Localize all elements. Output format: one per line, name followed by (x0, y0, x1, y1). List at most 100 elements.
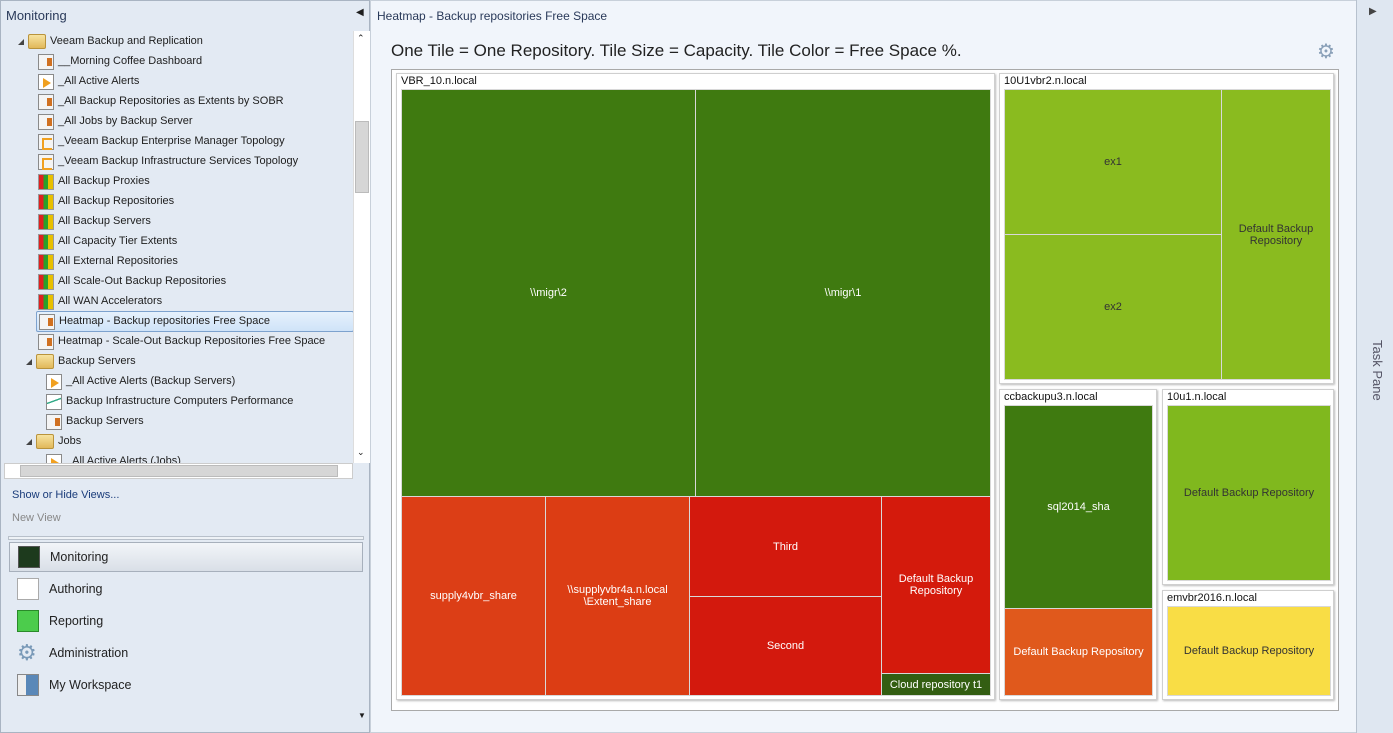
expand-icon[interactable] (26, 358, 32, 365)
expand-icon[interactable] (26, 438, 32, 445)
nav-my-workspace[interactable]: My Workspace (9, 670, 363, 700)
tree-label: _All Backup Repositories as Extents by S… (58, 95, 284, 107)
tree-item[interactable]: Heatmap - Scale-Out Backup Repositories … (38, 332, 325, 351)
dashboard-icon (39, 313, 55, 330)
scroll-thumb[interactable] (355, 121, 369, 193)
tree-item[interactable]: All Backup Proxies (38, 172, 150, 191)
show-hide-views-link[interactable]: Show or Hide Views... (12, 489, 120, 501)
tree-label: Backup Servers (58, 355, 136, 367)
heatmap-tile[interactable]: Second (689, 596, 882, 696)
expand-icon[interactable] (18, 38, 24, 45)
nav-authoring[interactable]: Authoring (9, 574, 363, 604)
expand-task-pane-icon[interactable]: ▶ (1369, 6, 1377, 17)
tree-item[interactable]: _Veeam Backup Infrastructure Services To… (38, 152, 298, 171)
topology-icon (38, 133, 54, 150)
horizontal-scrollbar[interactable] (4, 463, 353, 479)
group-label: 10U1vbr2.n.local (1004, 75, 1087, 87)
dashboard-icon (38, 93, 54, 110)
tree-item[interactable]: All Scale-Out Backup Repositories (38, 272, 226, 291)
tree-label: _All Active Alerts (58, 75, 140, 87)
state-view-icon (38, 293, 54, 310)
tree-folder[interactable]: Backup Servers (26, 352, 136, 371)
heatmap-group: 10u1.n.local Default Backup Repository (1162, 389, 1334, 585)
heatmap-tile[interactable]: \\supplyvbr4a.n.local \Extent_share (545, 496, 690, 696)
tree-item[interactable]: All External Repositories (38, 252, 178, 271)
tree-item[interactable]: _All Active Alerts (Jobs) (46, 452, 181, 463)
tree-item[interactable]: _All Active Alerts (Backup Servers) (46, 372, 235, 391)
tree-item[interactable]: _All Active Alerts (38, 72, 139, 91)
tree-item-selected[interactable]: Heatmap - Backup repositories Free Space (36, 311, 354, 332)
group-label: 10u1.n.local (1167, 391, 1227, 403)
heatmap-tile[interactable]: Default Backup Repository (1004, 608, 1153, 696)
tree-item[interactable]: All Backup Repositories (38, 192, 174, 211)
tree-label: _All Jobs by Backup Server (58, 115, 193, 127)
scroll-up-icon[interactable]: ⌃ (357, 33, 365, 43)
heatmap-tile[interactable]: ex1 (1004, 89, 1222, 235)
task-pane[interactable]: ▶ Task Pane (1356, 0, 1393, 733)
task-pane-label: Task Pane (1370, 340, 1385, 401)
monitor-icon (18, 546, 40, 568)
tree-folder[interactable]: Veeam Backup and Replication (18, 32, 203, 51)
nav-label: Authoring (49, 582, 103, 596)
heatmap-tile[interactable]: \\migr\2 (401, 89, 696, 497)
folder-icon (36, 354, 54, 369)
heatmap-tile[interactable]: Third (689, 496, 882, 597)
tree-label: _Veeam Backup Enterprise Manager Topolog… (58, 135, 285, 147)
splitter[interactable] (8, 536, 364, 540)
heatmap-tile[interactable]: Default Backup Repository (1167, 405, 1331, 581)
main-view: Heatmap - Backup repositories Free Space… (370, 0, 1357, 733)
view-header: Heatmap - Backup repositories Free Space (377, 9, 608, 23)
folder-icon (36, 434, 54, 449)
nav-reporting[interactable]: Reporting (9, 606, 363, 636)
workspace-icon (17, 674, 39, 696)
vertical-scrollbar[interactable]: ⌃ ⌄ (353, 31, 370, 463)
state-view-icon (38, 213, 54, 230)
heatmap-tile[interactable]: \\migr\1 (695, 89, 991, 497)
tree-label: All External Repositories (58, 255, 178, 267)
topology-icon (38, 153, 54, 170)
heatmap-tile[interactable]: ex2 (1004, 234, 1222, 380)
heatmap-tile[interactable]: supply4vbr_share (401, 496, 546, 696)
tree-item[interactable]: __Morning Coffee Dashboard (38, 52, 202, 71)
tree-label: All Backup Repositories (58, 195, 175, 207)
nav-label: Monitoring (50, 550, 109, 564)
tree-folder[interactable]: Jobs (26, 432, 81, 451)
state-view-icon (38, 233, 54, 250)
collapse-pane-button[interactable]: ◀ (356, 7, 364, 18)
gear-icon: ⚙ (17, 640, 37, 665)
heatmap-tile[interactable]: Default Backup Repository (1167, 606, 1331, 696)
tree-label: Jobs (58, 435, 82, 447)
alert-icon (46, 373, 62, 390)
tree-item[interactable]: _Veeam Backup Enterprise Manager Topolog… (38, 132, 285, 151)
heatmap-tile[interactable]: sql2014_sha (1004, 405, 1153, 609)
performance-icon (46, 393, 62, 410)
heatmap-tile[interactable]: Cloud repository t1 (881, 673, 991, 696)
state-view-icon (38, 253, 54, 270)
nav-monitoring[interactable]: Monitoring (9, 542, 363, 572)
tree-item[interactable]: Backup Servers (46, 412, 144, 431)
heatmap-tile[interactable]: Default Backup Repository (1221, 89, 1331, 380)
tree-item[interactable]: All Backup Servers (38, 212, 151, 231)
tree-label: All Scale-Out Backup Repositories (58, 275, 227, 287)
tree-item[interactable]: _All Jobs by Backup Server (38, 112, 193, 131)
tree-label: All WAN Accelerators (58, 295, 163, 307)
tree-item[interactable]: _All Backup Repositories as Extents by S… (38, 92, 284, 111)
tree-item[interactable]: All WAN Accelerators (38, 292, 162, 311)
settings-gear-icon[interactable]: ⚙ (1317, 41, 1335, 63)
tree-label: __Morning Coffee Dashboard (58, 55, 203, 67)
new-view-menu[interactable]: New View (12, 512, 61, 524)
heatmap-tile[interactable]: Default Backup Repository (881, 496, 991, 674)
heatmap-group: emvbr2016.n.local Default Backup Reposit… (1162, 590, 1334, 700)
scroll-thumb[interactable] (20, 465, 338, 477)
nav-label: Administration (49, 646, 129, 660)
tree-item[interactable]: Backup Infrastructure Computers Performa… (46, 392, 293, 411)
dashboard-icon (38, 333, 54, 350)
scroll-down-icon[interactable]: ⌄ (357, 447, 365, 457)
nav-label: My Workspace (49, 678, 132, 692)
dashboard-title: One Tile = One Repository. Tile Size = C… (391, 41, 962, 60)
tree-item[interactable]: All Capacity Tier Extents (38, 232, 177, 251)
nav-overflow-icon[interactable]: ▼ (358, 711, 366, 720)
tree-label: Heatmap - Backup repositories Free Space (59, 315, 270, 327)
state-view-icon (38, 273, 54, 290)
nav-administration[interactable]: ⚙ Administration (9, 638, 363, 668)
